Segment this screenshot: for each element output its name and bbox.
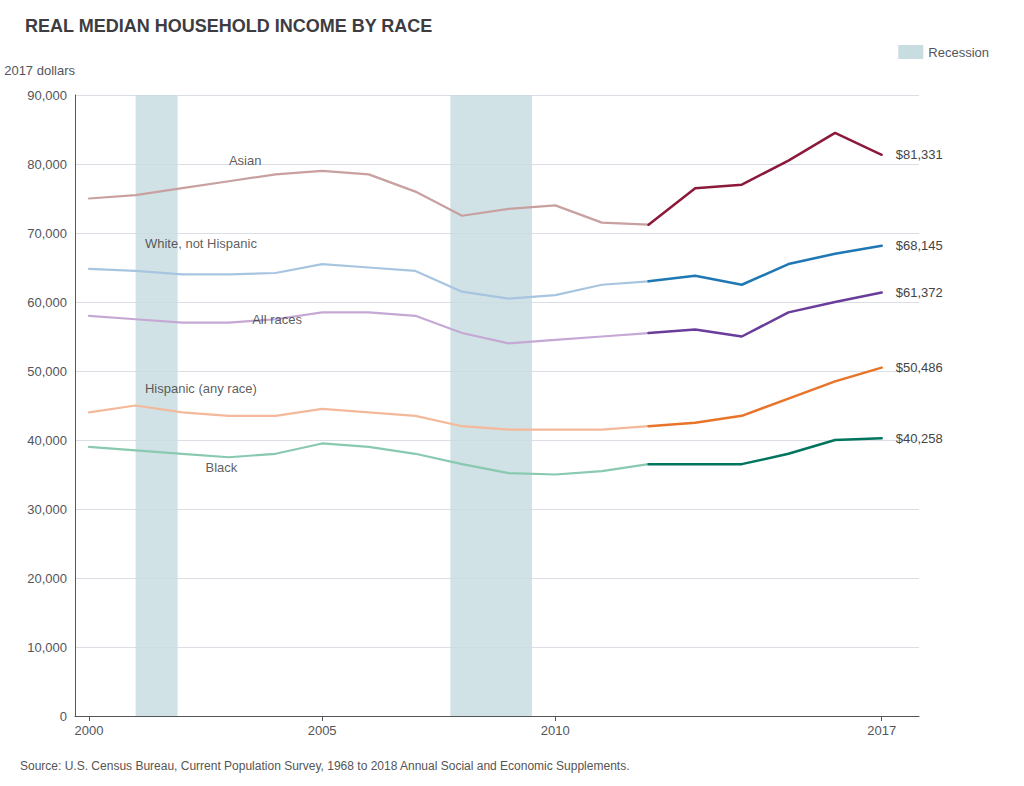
svg-text:70,000: 70,000 [27, 226, 67, 241]
svg-text:REAL MEDIAN HOUSEHOLD INCOME B: REAL MEDIAN HOUSEHOLD INCOME BY RACE [25, 16, 432, 36]
svg-text:All races: All races [252, 312, 302, 327]
svg-text:2010: 2010 [541, 723, 570, 738]
svg-text:2000: 2000 [75, 723, 104, 738]
svg-text:Black: Black [206, 460, 238, 475]
svg-text:20,000: 20,000 [27, 571, 67, 586]
svg-text:$50,486: $50,486 [896, 360, 943, 375]
svg-text:White, not Hispanic: White, not Hispanic [145, 236, 257, 251]
svg-text:$40,258: $40,258 [896, 431, 943, 446]
svg-text:10,000: 10,000 [27, 640, 67, 655]
svg-text:40,000: 40,000 [27, 433, 67, 448]
svg-text:$81,331: $81,331 [896, 147, 943, 162]
svg-text:2017 dollars: 2017 dollars [4, 63, 75, 78]
svg-text:30,000: 30,000 [27, 502, 67, 517]
svg-text:80,000: 80,000 [27, 157, 67, 172]
svg-text:Hispanic (any race): Hispanic (any race) [145, 381, 257, 396]
svg-text:60,000: 60,000 [27, 295, 67, 310]
svg-text:90,000: 90,000 [27, 88, 67, 103]
svg-text:$68,145: $68,145 [896, 238, 943, 253]
svg-text:Asian: Asian [229, 153, 262, 168]
svg-text:2017: 2017 [867, 723, 896, 738]
svg-text:Source: U.S. Census Bureau, Cu: Source: U.S. Census Bureau, Current Popu… [20, 759, 629, 773]
svg-text:0: 0 [60, 709, 67, 724]
svg-text:2005: 2005 [308, 723, 337, 738]
svg-text:50,000: 50,000 [27, 364, 67, 379]
svg-text:$61,372: $61,372 [896, 285, 943, 300]
svg-text:Recession: Recession [928, 45, 989, 60]
